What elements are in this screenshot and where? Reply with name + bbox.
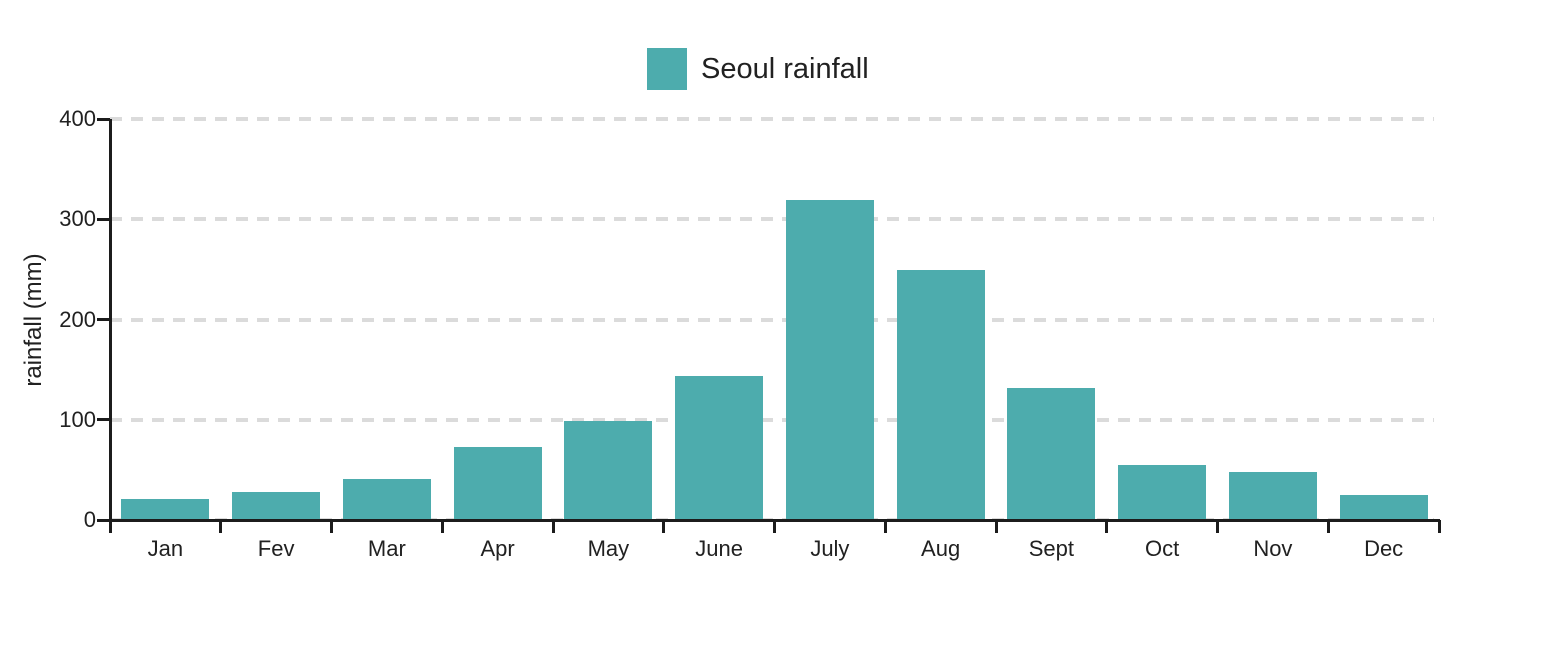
x-label-fev: Fev <box>257 536 295 561</box>
x-label-aug: Aug <box>921 536 961 561</box>
x-tick-5 <box>662 520 666 533</box>
x-label-jan: Jan <box>147 536 184 561</box>
bar-june <box>675 375 764 520</box>
x-tick-7 <box>883 520 887 533</box>
x-tick-2 <box>330 520 333 533</box>
legend-swatch <box>647 48 687 90</box>
x-label-mar: Mar <box>367 536 406 561</box>
x-label-apr: Apr <box>480 536 515 561</box>
bar-nov <box>1228 471 1317 520</box>
gridline-300 <box>110 217 1434 222</box>
x-tick-3 <box>440 520 444 533</box>
x-tick-1 <box>219 520 223 533</box>
gridline-200 <box>110 317 1434 322</box>
x-axis-line <box>97 518 1440 522</box>
bar-aug <box>896 270 985 520</box>
bar-fev <box>232 491 321 520</box>
x-tick-8 <box>994 520 998 533</box>
gridline-400 <box>110 117 1434 121</box>
y-tick-100 <box>97 418 110 422</box>
bar-sept <box>1007 387 1096 520</box>
y-axis-line <box>108 119 112 532</box>
bar-dec <box>1339 494 1428 520</box>
x-tick-9 <box>1105 520 1109 533</box>
gridline-100 <box>110 417 1434 422</box>
y-tick-top <box>97 117 110 121</box>
x-label-june: June <box>695 536 743 561</box>
bar-apr <box>453 446 542 520</box>
x-tick-6 <box>773 520 776 533</box>
y-tick-label-400: 400 <box>59 106 96 131</box>
x-tick-11 <box>1326 520 1330 533</box>
legend-label: Seoul rainfall <box>701 53 869 85</box>
y-tick-label-200: 200 <box>59 306 96 332</box>
legend: Seoul rainfall <box>647 48 869 90</box>
bar-mar <box>342 478 431 520</box>
bar-may <box>564 420 653 520</box>
x-tick-12 <box>1437 520 1441 533</box>
y-tick-300 <box>97 217 110 221</box>
bar-jan <box>121 498 210 520</box>
x-tick-10 <box>1216 520 1219 533</box>
x-tick-4 <box>551 520 555 533</box>
y-tick-label-100: 100 <box>59 406 96 432</box>
x-label-may: May <box>587 536 630 561</box>
y-tick-200 <box>97 318 110 321</box>
x-label-dec: Dec <box>1364 536 1404 561</box>
y-tick-label-300: 300 <box>59 206 96 232</box>
x-label-sept: Sept <box>1028 536 1074 561</box>
x-label-nov: Nov <box>1253 536 1293 561</box>
x-label-oct: Oct <box>1145 536 1180 561</box>
bar-oct <box>1118 464 1207 520</box>
y-tick-label-0: 0 <box>83 507 96 532</box>
x-label-july: July <box>810 536 850 561</box>
bar-july <box>785 200 874 520</box>
